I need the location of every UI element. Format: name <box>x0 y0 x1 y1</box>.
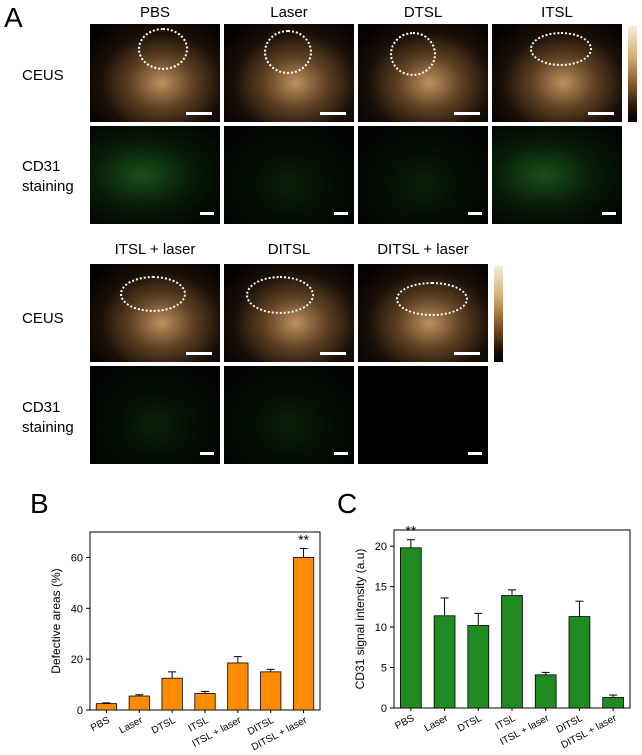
roi-ellipse <box>530 32 592 66</box>
roi-ellipse <box>120 276 186 312</box>
y-tick-label: 0 <box>381 703 387 715</box>
ceus-image-ditsl-laser <box>358 264 488 362</box>
row-label-cd31-top-1: CD31 <box>22 158 61 175</box>
x-tick-label: DTSL <box>456 713 484 735</box>
roi-ellipse <box>138 28 188 70</box>
ceus-image-itsl-laser <box>90 264 220 362</box>
panel-label-b: B <box>30 488 49 519</box>
y-tick-label: 10 <box>375 622 387 634</box>
panel-label-a: A <box>4 2 23 33</box>
ceus-image-laser <box>224 24 354 122</box>
col-title-pbs: PBS <box>139 4 170 21</box>
y-tick-label: 5 <box>381 663 387 675</box>
scale-bar <box>454 352 480 355</box>
x-tick-label: PBS <box>89 715 112 734</box>
row-label-ceus-top: CEUS <box>22 67 64 84</box>
row-label-cd31-bottom-2: staining <box>22 419 74 436</box>
col-title-laser: Laser <box>270 4 308 21</box>
bar <box>161 677 183 711</box>
scale-bar <box>334 212 348 215</box>
scale-bar <box>186 352 212 355</box>
row-label-ceus-bottom: CEUS <box>22 310 64 327</box>
cd31-image-itsl <box>492 126 622 224</box>
bar <box>501 595 523 709</box>
bar <box>534 674 557 709</box>
row-label-cd31-bottom-1: CD31 <box>22 399 61 416</box>
bar <box>292 557 315 711</box>
y-tick-label: 60 <box>71 552 83 564</box>
x-tick-label: Laser <box>423 713 451 735</box>
roi-ellipse <box>396 282 468 316</box>
cd31-image-ditsl <box>224 366 354 464</box>
ceus-image-ditsl <box>224 264 354 362</box>
roi-ellipse <box>264 30 312 74</box>
cd31-image-dtsl <box>358 126 488 224</box>
scale-bar <box>186 112 212 115</box>
x-tick-label: DTSL <box>150 715 178 737</box>
bar <box>95 703 118 711</box>
bar <box>400 547 422 709</box>
ceus-image-pbs <box>90 24 220 122</box>
col-title-dtsl: DTSL <box>403 4 443 21</box>
significance-mark: ** <box>405 523 416 539</box>
cd31-image-laser <box>224 126 354 224</box>
scale-bar <box>602 212 616 215</box>
cd31-image-ditsl-laser <box>358 366 488 464</box>
bar <box>568 616 591 709</box>
y-axis-label: CD31 signal intensity (a.u) <box>353 549 367 690</box>
cd31-image-itsl-laser <box>90 366 220 464</box>
y-tick-label: 15 <box>375 582 387 594</box>
scale-bar <box>320 352 346 355</box>
ceus-image-itsl <box>492 24 622 122</box>
y-tick-label: 40 <box>71 603 83 615</box>
chart-cd31-intensity: 0 5 10 15 20 CD31 signal intensity (a.u) PBS **… <box>353 523 631 751</box>
intensity-colorbar-top <box>628 26 637 122</box>
col-title-itsl-laser: ITSL + laser <box>114 241 196 258</box>
panel-label-c: C <box>337 488 358 519</box>
y-tick-label: 20 <box>71 654 83 666</box>
scale-bar <box>468 212 482 215</box>
bar <box>467 625 490 709</box>
bar <box>433 615 456 709</box>
col-title-ditsl-laser: DITSL + laser <box>377 241 469 258</box>
scale-bar <box>588 112 614 115</box>
x-tick-label: Laser <box>117 715 145 737</box>
roi-ellipse <box>246 276 314 314</box>
significance-mark: ** <box>298 532 309 548</box>
scale-bar <box>200 452 214 455</box>
cd31-image-pbs <box>90 126 220 224</box>
plot-frame <box>89 531 321 711</box>
scale-bar <box>468 452 482 455</box>
y-tick-label: 20 <box>375 541 387 553</box>
roi-ellipse <box>390 32 436 76</box>
col-title-itsl: ITSL <box>541 4 573 21</box>
x-tick-label: PBS <box>393 713 416 732</box>
col-title-ditsl: DITSL <box>267 241 311 258</box>
ceus-image-dtsl <box>358 24 488 122</box>
bar <box>128 695 150 711</box>
scale-bar <box>454 112 480 115</box>
scale-bar <box>200 212 214 215</box>
scale-bar <box>334 452 348 455</box>
bar <box>602 697 624 709</box>
scale-bar <box>320 112 346 115</box>
row-label-cd31-top-2: staining <box>22 178 74 195</box>
bar <box>194 693 216 711</box>
intensity-colorbar-bottom <box>494 266 503 362</box>
bar <box>227 662 249 711</box>
y-tick-label: 0 <box>77 705 83 717</box>
y-axis-label: Defective areas (%) <box>49 568 63 673</box>
bar <box>260 671 282 711</box>
